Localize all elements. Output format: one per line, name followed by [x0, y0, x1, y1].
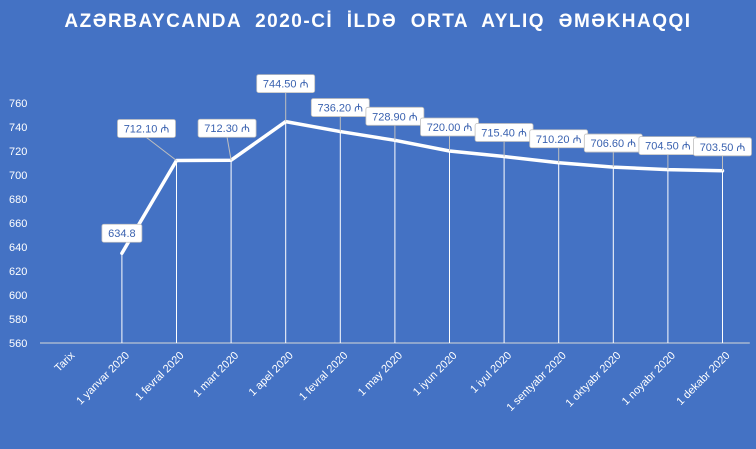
data-label-box: [197, 118, 257, 138]
chart-title: AZƏRBAYCANDA 2020-Cİ İLDƏ ORTA AYLIQ ƏMƏ…: [64, 11, 692, 32]
y-tick-label: 580: [9, 314, 27, 326]
y-tick-label: 660: [9, 218, 27, 230]
x-tick-label: 1 noyabr 2020: [620, 350, 678, 408]
data-label: 710.20 ₼: [536, 134, 582, 146]
x-tick-label: Tarix: [53, 349, 78, 374]
x-tick-label: 1 fevral 2020: [297, 350, 350, 403]
data-label: 744.50 ₼: [263, 79, 309, 91]
y-tick-label: 720: [9, 146, 27, 158]
y-tick-label: 640: [9, 242, 27, 254]
data-label: 736.20 ₼: [317, 103, 363, 115]
x-tick-label: 1 iyun 2020: [411, 350, 460, 399]
x-tick-label: 1 yanvar 2020: [74, 350, 132, 408]
series-line: [120, 119, 725, 255]
data-label: 712.10 ₼: [124, 123, 170, 135]
y-tick-label: 620: [9, 266, 27, 278]
label-leader: [226, 137, 232, 161]
data-label: 706.60 ₼: [590, 138, 636, 150]
x-tick-label: 1 may 2020: [356, 350, 405, 399]
x-tick-label: 1 sentyabr 2020: [505, 350, 569, 414]
x-tick-label: 1 apel 2020: [247, 350, 296, 399]
label-leader: [146, 137, 177, 161]
data-label: 704.50 ₼: [645, 141, 691, 153]
x-tick-label: 1 fevral 2020: [133, 350, 186, 403]
y-tick-label: 560: [9, 338, 27, 350]
data-label-box: [365, 106, 425, 126]
y-tick-label: 680: [9, 194, 27, 206]
data-label: 720.00 ₼: [427, 122, 473, 134]
data-label-box: [256, 74, 316, 93]
data-label-box: [693, 137, 752, 157]
x-tick-label: 1 dekabr 2020: [674, 350, 732, 408]
x-tick-label: 1 iyul 2020: [468, 350, 514, 396]
data-label: 728.90 ₼: [372, 111, 418, 123]
y-tick-label: 740: [9, 122, 27, 134]
y-tick-label: 600: [9, 290, 27, 302]
data-label: 712.30 ₼: [204, 123, 250, 135]
y-tick-label: 700: [9, 170, 27, 182]
x-tick-label: 1 mart 2020: [191, 350, 241, 400]
data-label: 703.50 ₼: [700, 142, 746, 154]
data-label-box: [117, 119, 176, 138]
data-label-box: [101, 223, 143, 243]
x-tick-label: 1 oktyabr 2020: [563, 350, 623, 410]
y-tick-label: 760: [9, 98, 27, 110]
data-label: 715.40 ₼: [481, 128, 527, 140]
data-label: 634.8: [108, 228, 136, 240]
